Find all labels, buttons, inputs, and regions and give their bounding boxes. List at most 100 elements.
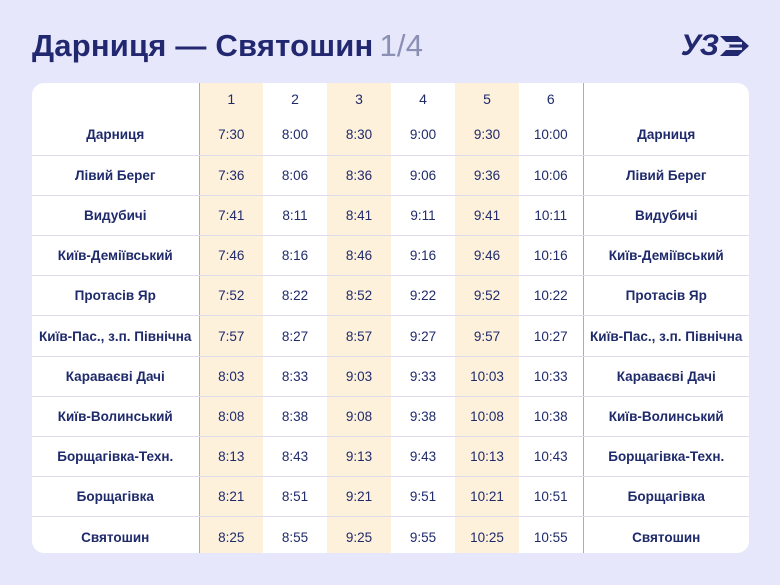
station-name-right: Лівий Берег <box>583 155 749 196</box>
train-number: 3 <box>327 83 391 115</box>
departure-time: 8:16 <box>263 235 327 277</box>
departure-time: 9:57 <box>455 315 519 357</box>
station-name-right: Борщагівка <box>583 476 749 518</box>
schedule-table: 1 2 3 4 5 6 Дарниця 7:30 8:00 8:30 9:00 9:30 1… <box>32 83 749 553</box>
departure-time: 8:57 <box>327 315 391 357</box>
table-row: Київ-Волинський 8:08 8:38 9:08 9:38 10:08 10:3… <box>32 396 749 438</box>
departure-time: 7:57 <box>198 315 263 357</box>
departure-time: 9:03 <box>327 356 391 397</box>
departure-time: 9:16 <box>391 235 455 277</box>
departure-time: 10:03 <box>455 356 519 397</box>
departure-time: 8:13 <box>198 436 263 478</box>
table-row: Видубичі 7:41 8:11 8:41 9:11 9:41 10:11 Видубич… <box>32 195 749 237</box>
station-name-right: Видубичі <box>583 195 749 237</box>
train-number: 4 <box>419 91 427 107</box>
departure-time: 9:11 <box>391 195 455 237</box>
station-name-left: Борщагівка-Техн. <box>32 436 199 478</box>
station-name-right: Київ-Волинський <box>583 396 749 438</box>
station-name-right: Дарниця <box>583 115 749 156</box>
departure-time: 8:06 <box>263 155 327 196</box>
schedule-card: 1 2 3 4 5 6 Дарниця 7:30 8:00 8:30 9:00 9:30 1… <box>32 83 749 553</box>
departure-time: 9:25 <box>327 516 391 553</box>
departure-time: 9:22 <box>391 275 455 317</box>
departure-time: 10:33 <box>519 356 584 397</box>
departure-time: 8:03 <box>198 356 263 397</box>
table-row: Борщагівка-Техн. 8:13 8:43 9:13 9:43 10:13 10:… <box>32 436 749 478</box>
table-row: Дарниця 7:30 8:00 8:30 9:00 9:30 10:00 Дарниця <box>32 115 749 156</box>
station-name-left: Київ-Деміївський <box>32 235 199 277</box>
departure-time: 10:25 <box>455 516 519 553</box>
station-name-right: Борщагівка-Техн. <box>583 436 749 478</box>
train-number: 1 <box>198 83 263 115</box>
departure-time: 8:43 <box>263 436 327 478</box>
departure-time: 8:33 <box>263 356 327 397</box>
table-row: Київ-Деміївський 7:46 8:16 8:46 9:16 9:46 10:1… <box>32 235 749 277</box>
departure-time: 9:36 <box>455 155 519 196</box>
departure-time: 9:30 <box>455 115 519 156</box>
departure-time: 10:16 <box>519 235 584 277</box>
departure-time: 8:11 <box>263 195 327 237</box>
departure-time: 10:27 <box>519 315 584 357</box>
departure-time: 8:22 <box>263 275 327 317</box>
departure-time: 9:38 <box>391 396 455 438</box>
departure-time: 7:36 <box>198 155 263 196</box>
departure-time: 9:46 <box>455 235 519 277</box>
station-name-left: Видубичі <box>32 195 199 237</box>
table-row: Караваєві Дачі 8:03 8:33 9:03 9:33 10:03 10:33… <box>32 356 749 397</box>
header: Дарниця — Святошин 1/4 УЗ <box>32 22 750 70</box>
departure-time: 8:55 <box>281 529 309 545</box>
page-title: Дарниця — Святошин 1/4 <box>32 28 423 64</box>
departure-time: 8:08 <box>198 396 263 438</box>
departure-time: 10:38 <box>519 396 584 438</box>
uz-logo: УЗ <box>681 29 750 63</box>
departure-time: 9:27 <box>391 315 455 357</box>
departure-time: 10:00 <box>519 115 584 156</box>
departure-time: 10:43 <box>519 436 584 478</box>
departure-time: 10:08 <box>455 396 519 438</box>
departure-time: 9:00 <box>391 115 455 156</box>
departure-time: 10:06 <box>519 155 584 196</box>
departure-time: 9:52 <box>455 275 519 317</box>
departure-time: 9:06 <box>391 155 455 196</box>
departure-time: 9:55 <box>409 529 437 545</box>
departure-time: 8:27 <box>263 315 327 357</box>
table-row: Протасів Яр 7:52 8:22 8:52 9:22 9:52 10:22 Прот… <box>32 275 749 317</box>
table-row: Лівий Берег 7:36 8:06 8:36 9:06 9:36 10:06 Ліви… <box>32 155 749 196</box>
departure-time: 8:00 <box>263 115 327 156</box>
departure-time: 9:21 <box>327 476 391 518</box>
departure-time: 8:46 <box>327 235 391 277</box>
departure-time: 8:30 <box>327 115 391 156</box>
station-name-right: Святошин <box>632 529 701 545</box>
station-name-left: Борщагівка <box>32 476 199 518</box>
station-name-right: Київ-Пас., з.п. Північна <box>583 315 749 357</box>
train-number: 2 <box>291 91 299 107</box>
header-row: 1 2 3 4 5 6 <box>32 83 749 115</box>
station-header-right <box>583 83 749 115</box>
departure-time: 10:11 <box>519 195 584 237</box>
station-name-left: Караваєві Дачі <box>32 356 199 397</box>
departure-time: 9:13 <box>327 436 391 478</box>
table-row: Борщагівка 8:21 8:51 9:21 9:51 10:21 10:51 Борщ… <box>32 476 749 518</box>
station-name-left: Святошин <box>81 529 150 545</box>
uz-logo-icon <box>720 36 749 56</box>
page-indicator: 1/4 <box>379 28 424 63</box>
departure-time: 7:41 <box>198 195 263 237</box>
departure-time: 10:55 <box>519 516 584 553</box>
departure-time: 10:51 <box>519 476 584 518</box>
table-row: Святошин 8:25 8:55 9:25 9:55 10:25 10:55 Святош… <box>32 516 749 553</box>
departure-time: 8:21 <box>198 476 263 518</box>
train-number: 5 <box>455 83 519 115</box>
departure-time: 8:36 <box>327 155 391 196</box>
departure-time: 9:51 <box>391 476 455 518</box>
departure-time: 10:22 <box>519 275 584 317</box>
station-name-left: Київ-Волинський <box>32 396 199 438</box>
station-name-right: Київ-Деміївський <box>583 235 749 277</box>
departure-time: 8:38 <box>263 396 327 438</box>
station-name-right: Караваєві Дачі <box>583 356 749 397</box>
departure-time: 7:30 <box>198 115 263 156</box>
departure-time: 9:33 <box>391 356 455 397</box>
departure-time: 9:43 <box>391 436 455 478</box>
departure-time: 10:13 <box>455 436 519 478</box>
station-name-left: Протасів Яр <box>32 275 199 317</box>
departure-time: 8:51 <box>263 476 327 518</box>
